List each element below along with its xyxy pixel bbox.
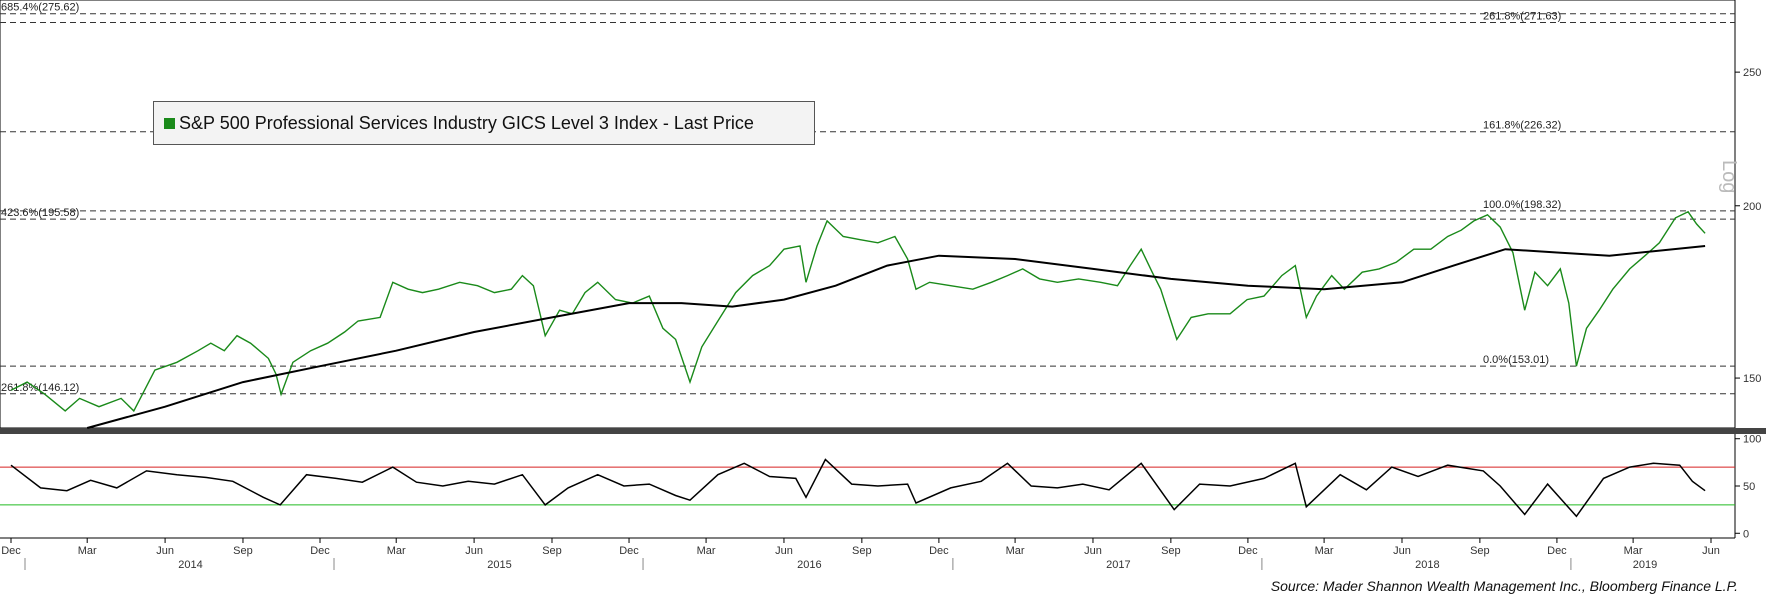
x-tick-label: Sep <box>233 545 253 557</box>
x-tick-label: Sep <box>1470 545 1490 557</box>
year-label: 2016 <box>797 559 821 571</box>
x-tick-label: Mar <box>78 545 97 557</box>
x-tick-label: Dec <box>1238 545 1258 557</box>
x-tick-label: Dec <box>929 545 949 557</box>
legend-label: S&P 500 Professional Services Industry G… <box>179 112 754 133</box>
x-tick-label: Dec <box>1 545 21 557</box>
y-tick-label: 250 <box>1743 67 1761 79</box>
rsi-y-tick-label: 50 <box>1743 481 1755 493</box>
x-tick-label: Dec <box>619 545 639 557</box>
y-tick-label: 150 <box>1743 373 1761 385</box>
x-tick-label: Sep <box>852 545 872 557</box>
fib-level-label: 161.8%(226.32) <box>1483 120 1561 132</box>
x-tick-label: Mar <box>1006 545 1025 557</box>
x-tick-label: Mar <box>387 545 406 557</box>
year-label: 2017 <box>1106 559 1130 571</box>
x-tick-label: Mar <box>697 545 716 557</box>
fib-level-label: 261.8%(271.63) <box>1483 10 1561 22</box>
legend-swatch <box>164 117 175 129</box>
panel-divider[interactable] <box>0 428 1766 434</box>
moving-average-line <box>86 245 1706 429</box>
fib-level-label: 423.6%(195.58) <box>1 207 79 219</box>
fib-level-label: 261.8%(146.12) <box>1 382 79 394</box>
price-panel-frame <box>0 0 1736 429</box>
x-tick-label: Dec <box>310 545 330 557</box>
year-label: 2019 <box>1633 559 1657 571</box>
x-tick-label: Sep <box>1161 545 1181 557</box>
x-tick-label: Dec <box>1547 545 1567 557</box>
price-panel: 685.4%(275.62) 261.8%(271.63) 161.8%(226.3… <box>0 0 1766 434</box>
legend: S&P 500 Professional Services Industry G… <box>153 101 815 145</box>
fib-level-label: 685.4%(275.62) <box>1 2 79 14</box>
rsi-y-tick-label: 100 <box>1743 434 1761 446</box>
fib-level-label: 100.0%(198.32) <box>1483 199 1561 211</box>
x-tick-label: Mar <box>1315 545 1334 557</box>
source-note: Source: Mader Shannon Wealth Management … <box>1270 578 1738 594</box>
x-tick-label: Jun <box>1393 545 1411 557</box>
x-tick-label: Jun <box>465 545 483 557</box>
x-tick-label: Jun <box>1702 545 1720 557</box>
x-tick-label: Jun <box>156 545 174 557</box>
x-tick-label: Mar <box>1624 545 1643 557</box>
fib-level-label: 0.0%(153.01) <box>1483 354 1549 366</box>
price-series-line <box>10 210 1706 413</box>
rsi-panel: 0 50 100 <box>0 434 1761 540</box>
year-label: 2018 <box>1415 559 1439 571</box>
year-label: 2014 <box>178 559 202 571</box>
x-tick-label: Jun <box>1084 545 1102 557</box>
year-label: 2015 <box>487 559 511 571</box>
date-axis: Dec Mar Jun Sep Dec Mar Jun Sep Dec Mar Jun Sep Dec M… <box>0 537 1735 571</box>
x-tick-label: Jun <box>775 545 793 557</box>
y-axis-title: Log <box>1718 160 1740 194</box>
rsi-series-line <box>10 458 1706 518</box>
y-tick-label: 200 <box>1743 201 1761 213</box>
x-tick-label: Sep <box>542 545 562 557</box>
rsi-y-tick-label: 0 <box>1743 528 1749 540</box>
